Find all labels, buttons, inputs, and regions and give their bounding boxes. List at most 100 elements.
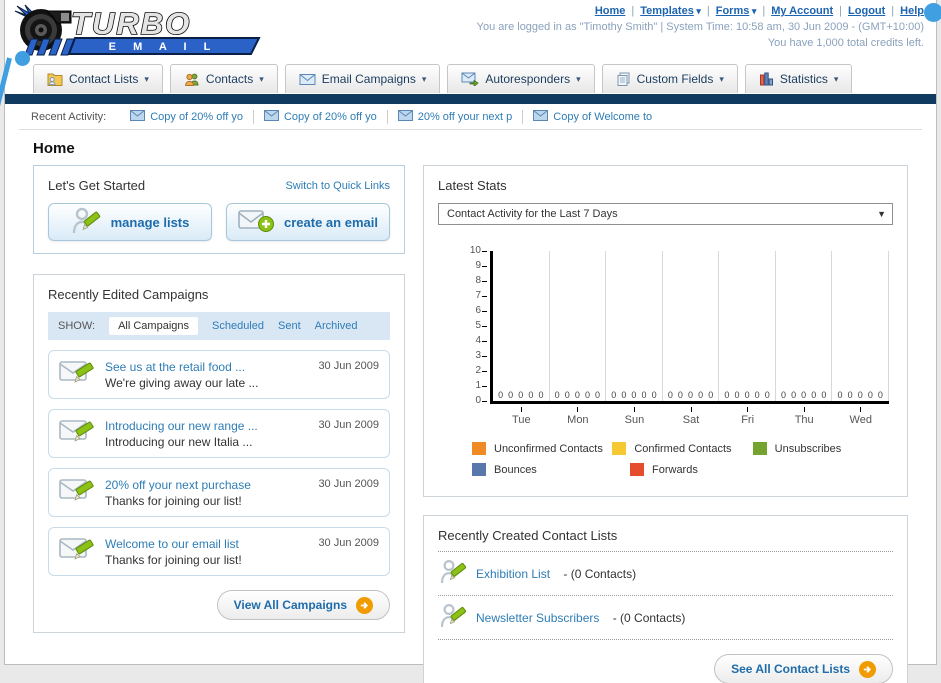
campaign-title-link[interactable]: Introducing our new range ...	[105, 418, 258, 433]
campaign-title-link[interactable]: Welcome to our email list	[105, 536, 239, 551]
data-label: 0	[734, 390, 740, 400]
filter-sent[interactable]: Sent	[278, 320, 301, 332]
campaign-text: Introducing our new range ... Introducing…	[105, 419, 318, 449]
filter-scheduled[interactable]: Scheduled	[212, 320, 264, 332]
recent-activity-item[interactable]: 20% off your next p	[388, 109, 524, 124]
see-all-contact-lists-button[interactable]: See All Contact Lists	[714, 654, 893, 683]
campaigns-panel: Recently Edited Campaigns SHOW: All Camp…	[33, 274, 405, 633]
folder-icon	[47, 72, 63, 87]
autoresponder-icon	[461, 72, 480, 86]
tab-custom-fields[interactable]: Custom Fields ▾	[601, 64, 738, 93]
chart-x-axis: Tue Mon Sun Sat Fri Thu Wed	[493, 407, 889, 426]
x-axis-cell: Fri	[719, 407, 776, 426]
filter-archived[interactable]: Archived	[314, 320, 358, 332]
filter-all-campaigns[interactable]: All Campaigns	[109, 317, 198, 335]
button-label: create an email	[284, 214, 378, 230]
campaign-title-link[interactable]: See us at the retail food ...	[105, 359, 246, 374]
content-area: E M A I L TURBO Home | Templates ▾ | Forms ▾…	[4, 0, 941, 683]
campaign-card[interactable]: Introducing our new range ... Introducing…	[48, 409, 390, 458]
recent-activity-link[interactable]: Copy of Welcome to	[553, 110, 653, 123]
tab-email-campaigns[interactable]: Email Campaigns ▾	[284, 64, 441, 93]
recent-activity-item[interactable]: Copy of 20% off yo	[254, 109, 388, 124]
campaign-card[interactable]: See us at the retail food ... We're givin…	[48, 350, 390, 399]
campaign-subtitle: Thanks for joining our list!	[105, 493, 242, 508]
recent-activity-link[interactable]: Copy of 20% off yo	[150, 110, 243, 123]
link-separator: |	[762, 5, 766, 17]
create-email-icon	[238, 208, 275, 237]
legend-swatch	[752, 442, 767, 455]
manage-lists-button[interactable]: manage lists	[48, 203, 212, 241]
y-tick-mark	[482, 266, 487, 267]
get-started-panel: Let's Get Started Switch to Quick Links …	[33, 165, 405, 254]
stats-period-select[interactable]: Contact Activity for the Last 7 Days ▼	[438, 203, 893, 225]
y-tick-label: 1	[475, 380, 481, 391]
link-separator: |	[631, 5, 635, 17]
campaign-card[interactable]: Welcome to our email list Thanks for join…	[48, 527, 390, 576]
link-separator: |	[706, 5, 710, 17]
header-link-logout[interactable]: Logout	[848, 5, 886, 17]
latest-stats-panel: Latest Stats Contact Activity for the La…	[423, 165, 908, 497]
header-link-templates[interactable]: Templates	[640, 5, 694, 17]
header-link-my-account[interactable]: My Account	[771, 5, 834, 17]
tab-autoresponders[interactable]: Autoresponders ▾	[447, 64, 595, 93]
data-label: 0	[780, 390, 786, 400]
x-axis-label: Sat	[682, 414, 700, 426]
campaign-card[interactable]: 20% off your next purchase Thanks for joi…	[48, 468, 390, 517]
data-label: 0	[611, 390, 617, 400]
x-axis-cell: Tue	[493, 407, 550, 426]
columns: Let's Get Started Switch to Quick Links …	[5, 165, 936, 683]
tab-contact-lists[interactable]: Contact Lists ▾	[33, 64, 163, 93]
data-label: 0	[867, 390, 873, 400]
campaigns-title: Recently Edited Campaigns	[48, 287, 209, 302]
legend-swatch	[612, 442, 627, 455]
contact-list-rows: Exhibition List - (0 Contacts) Newsletter…	[438, 551, 893, 640]
right-column: Latest Stats Contact Activity for the La…	[423, 165, 908, 683]
data-label: 0	[821, 390, 827, 400]
data-label: 0	[847, 390, 853, 400]
contact-list-link[interactable]: Newsletter Subscribers	[476, 610, 600, 625]
decor-dot-left	[15, 51, 30, 66]
y-tick-label: 6	[475, 305, 481, 316]
nav-divider-bar	[5, 94, 936, 104]
tab-statistics[interactable]: Statistics ▾	[744, 64, 853, 93]
campaign-title-link[interactable]: 20% off your next purchase	[105, 477, 251, 492]
left-column: Let's Get Started Switch to Quick Links …	[33, 165, 405, 683]
campaign-subtitle: We're giving away our late ...	[105, 375, 259, 390]
legend-swatch	[472, 442, 486, 455]
contact-list-link[interactable]: Exhibition List	[476, 566, 551, 581]
fields-icon	[616, 72, 631, 87]
x-axis-label: Mon	[567, 414, 589, 426]
legend-row: Bounces Forwards	[472, 463, 893, 476]
data-label: 0	[621, 390, 627, 400]
y-tick-mark	[482, 356, 487, 357]
recent-activity-link[interactable]: 20% off your next p	[417, 110, 513, 123]
y-tick-label: 8	[475, 275, 481, 286]
tab-contacts[interactable]: Contacts ▾	[169, 64, 278, 93]
recent-activity-link[interactable]: Copy of 20% off yo	[283, 110, 377, 123]
recent-activity-items: Copy of 20% off yo Copy of 20% off yo 20% …	[120, 109, 662, 124]
x-axis-cell: Mon	[550, 407, 607, 426]
data-label: 0	[708, 390, 714, 400]
campaign-text: Welcome to our email list Thanks for join…	[105, 537, 318, 567]
header-link-home[interactable]: Home	[594, 5, 626, 17]
data-label: 0	[574, 390, 580, 400]
header-link-forms[interactable]: Forms	[715, 5, 750, 17]
legend-label: Forwards	[652, 463, 698, 476]
chevron-down-icon: ▾	[576, 73, 581, 84]
campaign-text: See us at the retail food ... We're givin…	[105, 360, 318, 390]
login-status: You are logged in as "Timothy Smith" | S…	[476, 21, 924, 33]
tab-label: Statistics	[779, 72, 828, 86]
legend-item: Unsubscribes	[752, 442, 893, 455]
recent-activity-bar: Recent Activity: Copy of 20% off yo Copy …	[19, 104, 922, 130]
view-all-campaigns-button[interactable]: View All Campaigns	[216, 590, 390, 620]
switch-quick-links-link[interactable]: Switch to Quick Links	[285, 179, 390, 192]
create-an-email-button[interactable]: create an email	[226, 203, 390, 241]
recent-activity-item[interactable]: Copy of 20% off yo	[120, 109, 254, 124]
chevron-down-icon: ▾	[259, 73, 264, 84]
data-label: 0	[857, 390, 863, 400]
x-axis-cell: Wed	[832, 407, 889, 426]
arrow-right-icon	[859, 660, 876, 678]
header-link-help[interactable]: Help	[900, 5, 924, 17]
recent-activity-item[interactable]: Copy of Welcome to	[523, 109, 662, 124]
